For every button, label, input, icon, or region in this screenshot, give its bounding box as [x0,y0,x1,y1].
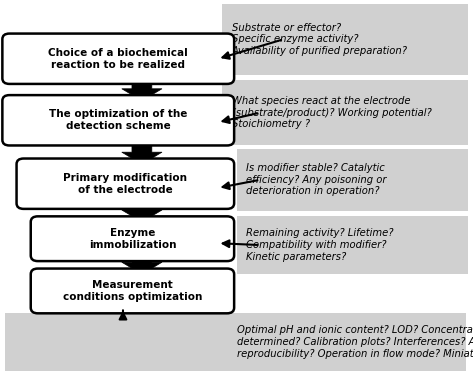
FancyBboxPatch shape [2,95,234,145]
Text: Optimal pH and ionic content? LOD? Concentration range
determined? Calibration p: Optimal pH and ionic content? LOD? Conce… [236,325,473,359]
FancyBboxPatch shape [31,216,234,261]
FancyBboxPatch shape [236,149,468,211]
Text: Enzyme
immobilization: Enzyme immobilization [89,228,176,250]
FancyBboxPatch shape [222,4,468,75]
Text: Choice of a biochemical
reaction to be realized: Choice of a biochemical reaction to be r… [48,48,188,69]
FancyBboxPatch shape [236,216,468,274]
FancyBboxPatch shape [2,34,234,84]
Text: Measurement
conditions optimization: Measurement conditions optimization [63,280,202,302]
FancyBboxPatch shape [5,313,466,371]
Text: Primary modification
of the electrode: Primary modification of the electrode [63,173,187,194]
Text: Substrate or effector?
Specific enzyme activity?
Availability of purified prepar: Substrate or effector? Specific enzyme a… [232,22,408,56]
Polygon shape [122,78,162,101]
Polygon shape [122,203,162,222]
Text: Is modifier stable? Catalytic
efficiency? Any poisoning or
deterioration in oper: Is modifier stable? Catalytic efficiency… [246,163,386,197]
Text: What species react at the electrode
(substrate/product)? Working potential?
Stoi: What species react at the electrode (sub… [232,96,431,129]
Polygon shape [122,256,162,274]
Polygon shape [122,140,162,164]
FancyBboxPatch shape [222,80,468,145]
Text: Remaining activity? Lifetime?
Compatibility with modifier?
Kinetic parameters?: Remaining activity? Lifetime? Compatibil… [246,228,394,262]
FancyBboxPatch shape [31,269,234,313]
FancyBboxPatch shape [17,159,234,209]
Text: The optimization of the
detection scheme: The optimization of the detection scheme [49,110,187,131]
